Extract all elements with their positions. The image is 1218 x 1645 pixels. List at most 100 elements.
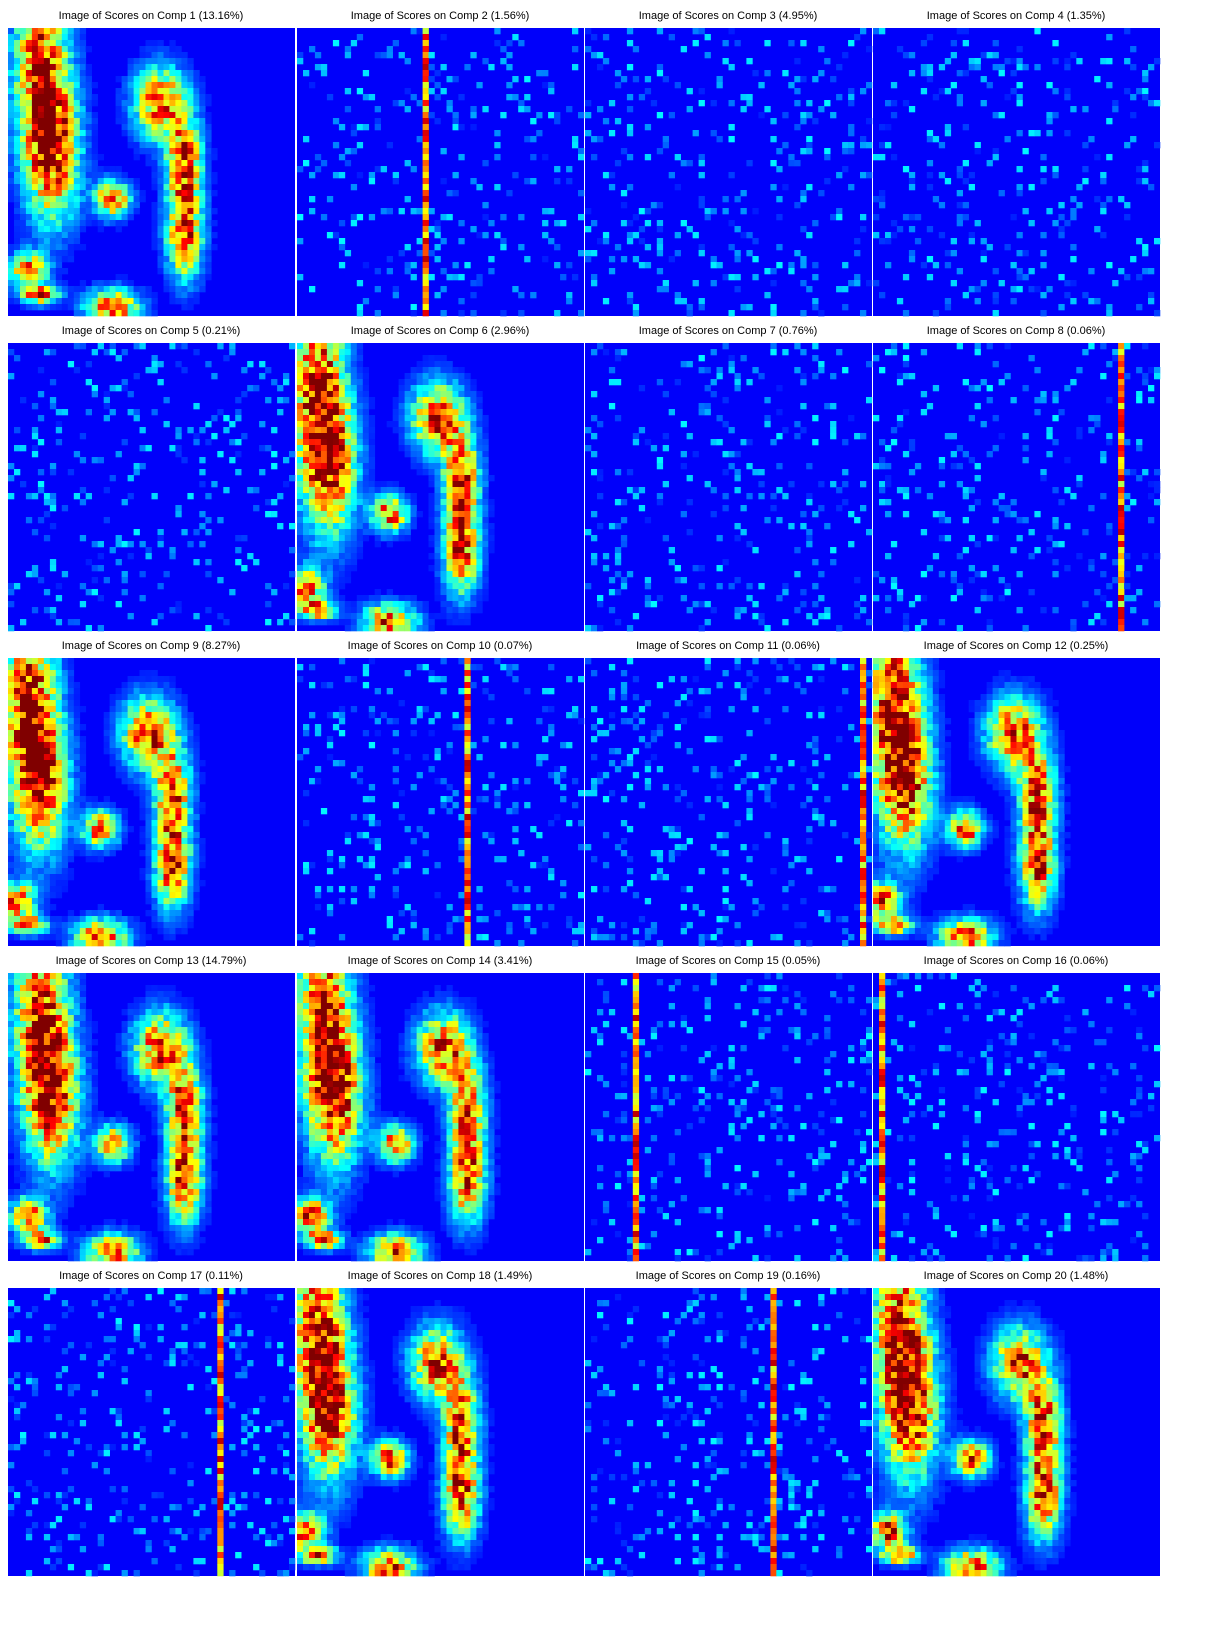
pixel: [199, 148, 206, 155]
pixel: [8, 694, 15, 701]
pixel: [404, 409, 411, 416]
pixel: [37, 148, 45, 155]
pixel: [169, 718, 176, 725]
pixel: [710, 487, 717, 494]
pixel: [338, 427, 346, 434]
pixel: [620, 499, 628, 506]
pixel: [157, 100, 164, 107]
pixel: [440, 445, 447, 452]
pixel: [458, 499, 465, 506]
pixel: [338, 577, 346, 584]
pixel: [67, 250, 75, 257]
pixel: [374, 607, 381, 614]
pixel: [277, 397, 284, 404]
pixel: [350, 463, 358, 470]
pixel: [175, 742, 182, 749]
pixel: [518, 100, 525, 107]
pixel: [524, 106, 531, 113]
pixel: [392, 292, 399, 299]
pixel: [49, 214, 57, 221]
pixel: [698, 403, 705, 410]
pixel: [127, 475, 134, 482]
pixel: [163, 736, 170, 743]
pixel: [386, 613, 393, 620]
pixel: [386, 625, 393, 632]
pixel: [55, 619, 63, 626]
pixel: [578, 214, 585, 221]
pixel: [956, 625, 963, 632]
pixel: [271, 379, 278, 386]
pixel: [103, 292, 110, 299]
pixel: [85, 178, 92, 185]
pixel: [770, 304, 777, 311]
pixel: [350, 523, 358, 530]
pixel: [127, 64, 134, 71]
pixel: [303, 469, 310, 476]
pixel: [49, 40, 57, 47]
pixel: [43, 94, 51, 101]
pixel: [836, 94, 843, 101]
pixel: [344, 547, 352, 554]
pixel: [746, 94, 753, 101]
pixel: [440, 88, 447, 95]
pixel: [133, 676, 140, 683]
pixel: [1016, 286, 1023, 293]
pixel: [169, 94, 176, 101]
pixel: [1124, 439, 1131, 446]
pixel: [1064, 88, 1071, 95]
pixel: [91, 796, 98, 803]
pixel: [193, 796, 200, 803]
pixel: [175, 766, 182, 773]
pixel: [446, 541, 453, 548]
pixel: [332, 349, 340, 356]
pixel: [824, 178, 831, 185]
pixel: [896, 487, 904, 494]
pixel: [320, 553, 328, 560]
pixel: [20, 178, 27, 185]
pixel: [686, 607, 693, 614]
pixel: [205, 94, 212, 101]
pixel: [1100, 553, 1107, 560]
pixel: [656, 457, 664, 464]
panel-title: Image of Scores on Comp 2 (1.56%): [351, 10, 530, 22]
pixel: [824, 100, 831, 107]
pixel: [440, 457, 447, 464]
pixel: [698, 409, 705, 416]
pixel: [1094, 421, 1101, 428]
pixel: [1136, 475, 1143, 482]
pixel: [259, 445, 266, 452]
pixel: [14, 250, 21, 257]
pixel: [698, 172, 705, 179]
pixel: [61, 40, 69, 47]
pixel: [1118, 403, 1125, 410]
pixel: [109, 700, 116, 707]
pixel: [187, 64, 194, 71]
pixel: [103, 736, 110, 743]
pixel: [1106, 523, 1113, 530]
pixel: [332, 427, 340, 434]
pixel: [902, 493, 910, 500]
pixel: [14, 226, 21, 233]
pixel: [163, 100, 170, 107]
pixel: [879, 463, 886, 470]
pixel: [49, 130, 57, 137]
pixel: [14, 100, 21, 107]
pixel: [860, 481, 867, 488]
pixel: [169, 712, 176, 719]
pixel: [974, 499, 981, 506]
pixel: [55, 154, 63, 161]
pixel: [127, 304, 134, 311]
pixel: [103, 349, 110, 356]
pixel: [950, 52, 957, 59]
pixel: [37, 796, 45, 803]
pixel: [31, 760, 39, 767]
pixel: [422, 94, 429, 101]
pixel: [956, 589, 963, 596]
pixel: [500, 46, 507, 53]
pixel: [320, 373, 328, 380]
pixel: [476, 439, 483, 446]
pixel: [181, 190, 188, 197]
pixel: [8, 256, 15, 263]
pixel: [890, 577, 898, 584]
pixel: [121, 571, 128, 578]
